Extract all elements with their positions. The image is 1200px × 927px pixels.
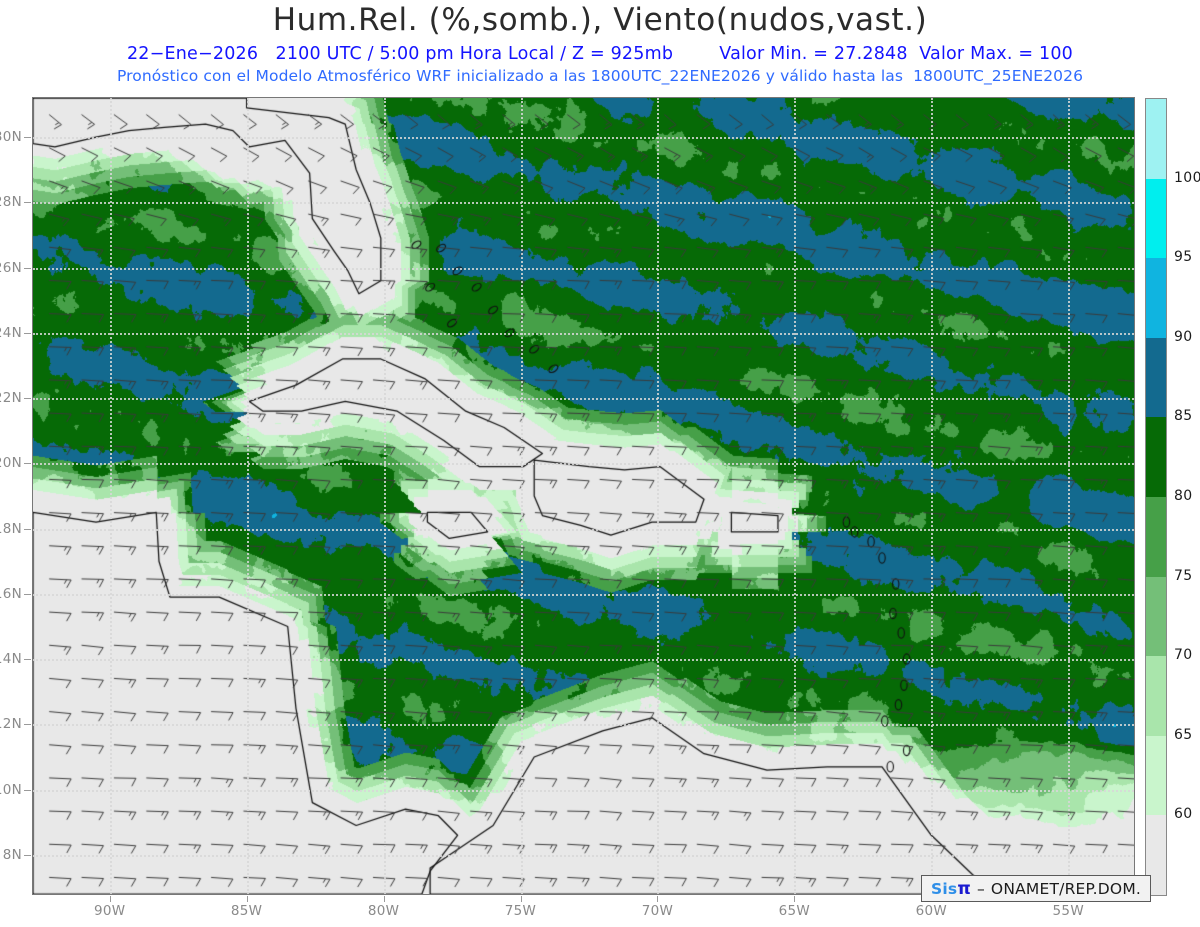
lon-tick — [383, 896, 385, 902]
subtitle-line-1: 22−Ene−2026 2100 UTC / 5:00 pm Hora Loca… — [126, 44, 1074, 64]
logo-sis-text: Sis — [931, 879, 958, 898]
page-title: Hum.Rel. (%,somb.), Viento(nudos,vast.) — [272, 2, 928, 38]
lat-tick — [24, 659, 31, 661]
lat-tick — [24, 528, 31, 530]
colorbar-band-100 — [1146, 99, 1166, 179]
lat-label-30N: 30N — [0, 129, 22, 146]
colorbar-tick-85: 85 — [1174, 408, 1193, 425]
colorbar-band-7580 — [1146, 496, 1166, 577]
lon-label-75W: 75W — [504, 903, 537, 919]
colorbar-band-8590 — [1146, 337, 1166, 418]
colorbar-tick-70: 70 — [1174, 647, 1193, 664]
attribution-badge: Sis π – ONAMET/REP.DOM. — [921, 875, 1152, 902]
colorbar-tick-65: 65 — [1174, 726, 1193, 743]
colorbar-tick-60: 60 — [1174, 806, 1193, 823]
lon-label-90W: 90W — [93, 903, 126, 919]
chart-header: Hum.Rel. (%,somb.), Viento(nudos,vast.) … — [0, 0, 1200, 92]
lat-label-10N: 10N — [0, 781, 22, 798]
lat-label-22N: 22N — [0, 390, 22, 407]
lon-label-85W: 85W — [230, 903, 263, 919]
lat-tick — [24, 202, 31, 204]
lon-tick — [520, 896, 522, 902]
colorbar-band-7075 — [1146, 576, 1166, 657]
lat-label-18N: 18N — [0, 520, 22, 537]
lon-tick — [794, 896, 796, 902]
logo-pi-icon: π — [957, 878, 971, 899]
lon-tick — [657, 896, 659, 902]
colorbar-tick-100: 100 — [1174, 169, 1200, 186]
lat-label-26N: 26N — [0, 259, 22, 276]
lon-label-65W: 65W — [778, 903, 811, 919]
colorbar-tick-90: 90 — [1174, 328, 1193, 345]
lat-tick — [24, 593, 31, 595]
lat-label-8N: 8N — [2, 846, 22, 863]
colorbar-tick-75: 75 — [1174, 567, 1193, 584]
lon-label-55W: 55W — [1052, 903, 1084, 919]
map-plot-area[interactable] — [32, 97, 1135, 895]
lat-label-16N: 16N — [0, 585, 22, 602]
lat-label-12N: 12N — [0, 716, 22, 733]
lat-label-24N: 24N — [0, 324, 22, 341]
lon-label-60W: 60W — [915, 903, 948, 919]
colorbar-band-6570 — [1146, 656, 1166, 736]
lat-tick — [24, 463, 31, 465]
lat-label-20N: 20N — [0, 455, 22, 472]
humidity-colorbar[interactable] — [1145, 98, 1167, 896]
lat-tick — [24, 267, 31, 269]
badge-org-text: ONAMET/REP.DOM. — [990, 879, 1142, 898]
lat-label-28N: 28N — [0, 194, 22, 211]
colorbar-band-6065 — [1146, 735, 1166, 816]
badge-separator: – — [976, 879, 985, 898]
colorbar-band-8085 — [1146, 417, 1166, 497]
lat-label-14N: 14N — [0, 651, 22, 668]
colorbar-tick-80: 80 — [1174, 488, 1193, 504]
lat-tick — [24, 724, 31, 726]
lat-tick — [24, 332, 31, 334]
humidity-field-canvas — [33, 98, 1134, 894]
colorbar-band-9095 — [1146, 258, 1166, 338]
colorbar-tick-95: 95 — [1174, 249, 1193, 266]
lat-tick — [24, 854, 31, 856]
subtitle-line-2: Pronóstico con el Modelo Atmosférico WRF… — [116, 67, 1084, 85]
colorbar-band-95100 — [1146, 178, 1166, 259]
lat-tick — [24, 398, 31, 400]
lat-tick — [24, 789, 31, 791]
lon-label-70W: 70W — [641, 903, 674, 919]
lon-label-80W: 80W — [367, 903, 400, 919]
lon-tick — [109, 896, 111, 902]
lon-tick — [246, 896, 248, 902]
lat-tick — [24, 137, 31, 139]
